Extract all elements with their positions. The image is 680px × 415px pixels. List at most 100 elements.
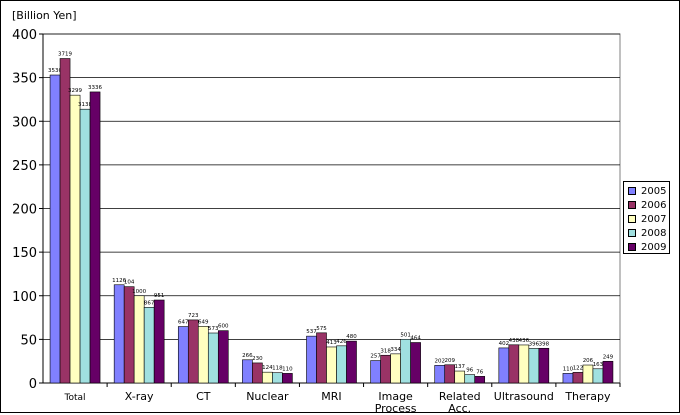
bar [113,284,125,384]
legend-swatch [628,201,636,209]
bar [370,360,381,384]
data-label: 3299 [68,88,82,94]
data-label: 396 [529,341,540,347]
data-label: 464 [410,336,421,342]
data-label: 649 [198,319,209,325]
bar [143,307,155,384]
data-label: 3530 [48,68,62,74]
data-label: 3719 [58,52,72,58]
bar [346,340,357,384]
data-label: 266 [242,353,253,359]
bar [410,342,421,384]
data-label: 438 [509,338,520,344]
y-tick-label: 250 [12,159,37,174]
bar [434,365,446,384]
bar [123,286,135,384]
bar [572,372,584,384]
data-label: 202 [434,358,445,364]
y-tick-label: 300 [12,115,37,130]
bar [464,374,476,384]
data-label: 104 [124,280,135,286]
legend-swatch [628,243,636,251]
data-label: 723 [188,313,199,319]
bar [177,326,189,384]
bar [518,344,530,384]
bar [272,372,283,384]
data-label: 118 [272,366,283,372]
legend-item: 2006 [628,198,669,212]
bar [207,332,219,384]
data-label: 398 [539,341,550,347]
bar [306,335,317,384]
data-label: 137 [454,364,465,370]
category-label: Ultrasound [493,390,554,403]
bar [59,58,71,384]
data-label: 110 [282,366,293,372]
y-tick-label: 350 [12,72,37,87]
bar [49,74,61,384]
bar [262,371,273,384]
bar [153,299,165,384]
bar [326,346,337,384]
y-tick-label: 200 [12,203,37,218]
legend-item: 2007 [628,212,669,226]
data-label: 209 [444,358,455,364]
data-label: 867 [144,300,155,306]
y-tick-label: 50 [20,333,37,348]
data-label: 318 [380,348,391,354]
bar [69,94,81,384]
bar [562,373,574,384]
bar [602,360,614,384]
legend-swatch [628,229,636,237]
category-label: Nuclear [246,390,289,403]
legend-label: 2005 [641,185,667,197]
bar [538,347,550,384]
legend-label: 2009 [641,241,667,253]
legend-item: 2005 [628,184,669,198]
legend-label: 2006 [641,199,667,211]
data-label: 413 [326,340,337,346]
data-label: 3336 [88,85,102,91]
bar [508,344,520,384]
data-label: 257 [370,354,381,360]
data-label: 76 [476,369,483,375]
bar [187,319,199,384]
bar [498,347,510,384]
data-label: 206 [583,358,594,364]
bar [444,364,456,384]
data-label: 537 [306,329,317,335]
y-axis-label: [Billion Yen] [12,9,77,22]
data-label: 96 [466,368,473,374]
data-label: 480 [346,334,357,340]
data-label: 334 [390,347,401,353]
legend-swatch [628,187,636,195]
category-label: Related Acc. [438,390,481,415]
category-label: X-ray [124,390,154,403]
data-label: 249 [603,354,614,360]
data-label: 600 [218,324,229,330]
legend-item: 2008 [628,226,669,240]
bar [133,295,145,384]
legend-swatch [628,215,636,223]
data-label: 951 [154,293,165,299]
bar [197,326,209,384]
bar [282,373,293,384]
data-label: 3138 [78,102,92,108]
data-label: 426 [336,339,347,345]
bar [592,368,604,384]
data-label: 402 [499,341,510,347]
data-label: 573 [208,326,219,332]
bar [474,376,486,384]
y-tick-label: 0 [29,377,37,392]
data-label: 647 [178,320,189,326]
bar [400,338,411,384]
category-label: Therapy [565,390,611,403]
bar [528,348,540,384]
category-label: CT [196,390,211,403]
y-tick-label: 150 [12,246,37,261]
data-label: 124 [262,365,273,371]
legend-label: 2007 [641,213,667,225]
bar [336,345,347,384]
category-label: Total [64,393,86,403]
